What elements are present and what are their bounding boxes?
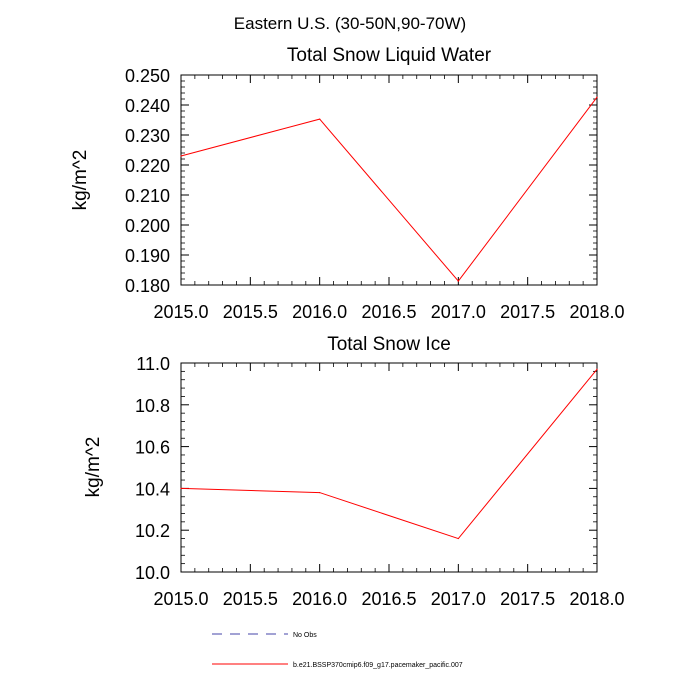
data-point <box>319 118 321 120</box>
x-tick-label: 2015.5 <box>223 302 278 322</box>
y-tick-label: 10.6 <box>135 438 170 458</box>
data-point <box>596 368 598 370</box>
y-tick-label: 0.240 <box>125 96 170 116</box>
x-tick-label: 2016.5 <box>361 302 416 322</box>
data-point <box>319 491 321 494</box>
panel-title: Total Snow Ice <box>327 334 451 355</box>
panel-title: Total Snow Liquid Water <box>287 45 492 66</box>
legend-label: No Obs <box>293 632 317 639</box>
x-tick-label: 2015.0 <box>153 302 208 322</box>
y-tick-label: 11.0 <box>136 354 170 374</box>
data-point <box>180 155 182 157</box>
x-tick-label: 2017.0 <box>431 302 486 322</box>
x-tick-label: 2016.5 <box>361 589 416 609</box>
x-tick-label: 2018.0 <box>569 589 624 609</box>
data-point <box>457 280 459 282</box>
x-tick-label: 2017.5 <box>500 589 555 609</box>
series-line <box>180 96 598 282</box>
x-tick-label: 2016.0 <box>292 589 347 609</box>
y-tick-label: 0.200 <box>125 216 170 236</box>
y-tick-label: 10.4 <box>135 479 170 499</box>
x-tick-label: 2017.5 <box>500 302 555 322</box>
chart-legend: No Obs b.e21.BSSP370cmip6.f09_g17.pacemak… <box>212 632 463 669</box>
y-axis-label: kg/m^2 <box>83 437 104 498</box>
y-tick-label: 10.2 <box>135 521 170 541</box>
x-tick-label: 2015.5 <box>223 589 278 609</box>
series-line <box>180 368 598 540</box>
data-point <box>180 487 182 489</box>
x-tick-label: 2016.0 <box>292 302 347 322</box>
panel-1: Total Snow Liquid Water kg/m^2 2015.0 2015.… <box>70 45 625 322</box>
figure-title: Eastern U.S. (30-50N,90-70W) <box>234 14 466 33</box>
y-tick-label: 0.190 <box>125 246 170 266</box>
y-tick-label: 0.220 <box>125 156 170 176</box>
x-tick-label: 2015.0 <box>153 589 208 609</box>
y-tick-label: 0.250 <box>125 66 170 86</box>
data-point <box>457 537 459 540</box>
y-tick-label: 0.180 <box>125 276 170 296</box>
y-tick-label: 0.230 <box>125 126 170 146</box>
panel-2: Total Snow Ice kg/m^2 2015.0 2015.5 2016.0 20… <box>83 334 625 609</box>
y-axis-label: kg/m^2 <box>70 150 91 211</box>
x-tick-label: 2018.0 <box>569 302 624 322</box>
chart-panels: Total Snow Liquid Water kg/m^2 2015.0 2015.… <box>70 45 625 609</box>
y-tick-label: 10.0 <box>135 563 170 583</box>
legend-label: b.e21.BSSP370cmip6.f09_g17.pacemaker_pac… <box>293 662 463 669</box>
y-tick-label: 0.210 <box>125 186 170 206</box>
x-tick-label: 2017.0 <box>431 589 486 609</box>
y-tick-label: 10.8 <box>135 396 170 416</box>
plot-frame <box>180 362 598 573</box>
data-point <box>596 96 598 98</box>
